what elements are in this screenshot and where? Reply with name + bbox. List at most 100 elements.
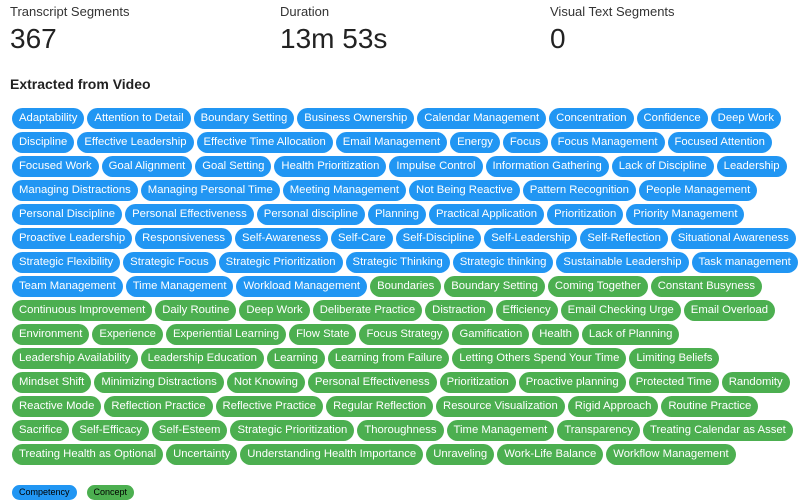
tag: Resource Visualization [436, 396, 565, 417]
tag: Strategic Prioritization [218, 252, 343, 273]
tag: Treating Health as Optional [12, 444, 164, 465]
tag: Letting Others Spend Your Time [452, 348, 627, 369]
tag: Strategic Flexibility [12, 252, 121, 273]
tag-list: Adaptability Attention to Detail Boundary … [12, 108, 798, 465]
legend-item: Concept [86, 485, 135, 500]
tag: Pattern Recognition [522, 180, 636, 201]
tag: Prioritization [547, 204, 624, 225]
tag: Deliberate Practice [312, 300, 423, 321]
tag: Email Overload [683, 300, 776, 321]
tag: Lack of Discipline [611, 156, 714, 177]
tag: Environment [12, 324, 90, 345]
tag: Reactive Mode [12, 396, 102, 417]
tag: Focused Work [12, 156, 99, 177]
tag: Personal Discipline [12, 204, 123, 225]
tag: Time Management [446, 420, 555, 441]
stat-value: 0 [550, 23, 566, 54]
tag: Randomity [721, 372, 790, 393]
tag: Task management [691, 252, 798, 273]
tag: Self-Efficacy [72, 420, 149, 441]
tag: Distraction [425, 300, 493, 321]
tag: Self-Awareness [235, 228, 328, 249]
section-title: Extracted from Video [10, 76, 151, 92]
tag: Gamification [452, 324, 530, 345]
tag: Effective Leadership [77, 132, 194, 153]
tag: Strategic Prioritization [230, 420, 355, 441]
tag: Health [532, 324, 579, 345]
tag: Reflective Practice [215, 396, 324, 417]
tag: Meeting Management [282, 180, 407, 201]
tag: Personal Effectiveness [125, 204, 254, 225]
tag: Self-Leadership [484, 228, 578, 249]
tag: Email Checking Urge [560, 300, 681, 321]
stat-label: Duration [280, 4, 330, 19]
tag: Proactive Leadership [12, 228, 133, 249]
tag: Efficiency [495, 300, 558, 321]
tag: Email Management [335, 132, 448, 153]
tag: Work-Life Balance [497, 444, 604, 465]
tag: Regular Reflection [326, 396, 434, 417]
tag: Flow State [289, 324, 357, 345]
tag: Self-Reflection [580, 228, 668, 249]
tag: Team Management [12, 276, 123, 297]
tag: Strategic thinking [452, 252, 554, 273]
tag: Not Being Reactive [409, 180, 520, 201]
stat: Visual Text Segments 0 [550, 4, 675, 55]
tag: Boundaries [370, 276, 442, 297]
tag: Sustainable Leadership [556, 252, 689, 273]
tag: Confidence [636, 108, 708, 129]
tag: Focus Management [550, 132, 665, 153]
tag: Goal Alignment [101, 156, 193, 177]
tag: Focused Attention [667, 132, 772, 153]
tag: Leadership Education [140, 348, 264, 369]
tag: Uncertainty [166, 444, 238, 465]
tag: Goal Setting [195, 156, 272, 177]
tag: Rigid Approach [567, 396, 659, 417]
tag: Practical Application [428, 204, 545, 225]
tag: Focus [502, 132, 548, 153]
tag: Calendar Management [417, 108, 547, 129]
tag: Time Management [125, 276, 234, 297]
tag: Experiential Learning [165, 324, 287, 345]
tag: Leadership Availability [12, 348, 138, 369]
tag: People Management [638, 180, 758, 201]
tag: Planning [368, 204, 426, 225]
tag: Transparency [557, 420, 640, 441]
tag: Impulse Control [389, 156, 483, 177]
legend-item: Competency [12, 485, 77, 500]
tag: Strategic Focus [123, 252, 216, 273]
tag: Limiting Beliefs [629, 348, 720, 369]
tag: Mindset Shift [12, 372, 92, 393]
tag: Personal discipline [256, 204, 365, 225]
tag: Routine Practice [661, 396, 759, 417]
stat-value: 13m 53s [280, 23, 388, 54]
stat-label: Transcript Segments [10, 4, 130, 19]
tag: Concentration [549, 108, 634, 129]
tag: Unraveling [426, 444, 495, 465]
tag: Health Prioritization [274, 156, 387, 177]
tag: Leadership [716, 156, 787, 177]
tag: Strategic Thinking [345, 252, 450, 273]
stat: Transcript Segments 367 [10, 4, 129, 55]
stat-label: Visual Text Segments [550, 4, 675, 19]
tag: Information Gathering [485, 156, 609, 177]
tag: Experience [92, 324, 163, 345]
tag: Effective Time Allocation [196, 132, 333, 153]
tag: Prioritization [439, 372, 516, 393]
tag: Adaptability [12, 108, 85, 129]
tag: Minimizing Distractions [94, 372, 224, 393]
stat-value: 367 [10, 23, 57, 54]
tag: Self-Care [330, 228, 393, 249]
tag: Managing Distractions [12, 180, 138, 201]
legend: Competency Concept [12, 485, 135, 500]
tag: Situational Awareness [670, 228, 796, 249]
tag: Discipline [12, 132, 75, 153]
tag: Self-Discipline [395, 228, 482, 249]
tag: Continuous Improvement [12, 300, 153, 321]
tag: Responsiveness [135, 228, 233, 249]
tag: Deep Work [710, 108, 781, 129]
tag: Lack of Planning [581, 324, 680, 345]
tag: Priority Management [626, 204, 745, 225]
tag: Treating Calendar as Asset [642, 420, 793, 441]
